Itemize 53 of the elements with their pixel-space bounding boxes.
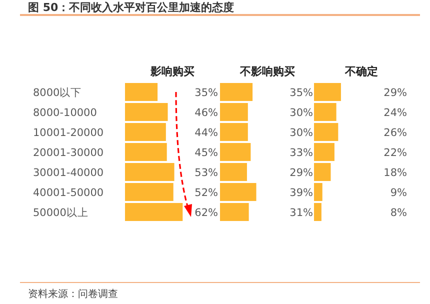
bar [314, 103, 336, 121]
data-label: 30% [290, 107, 314, 119]
data-label: 8% [390, 207, 408, 219]
bar [314, 183, 322, 201]
bar [125, 143, 167, 161]
y-tick-label: 50000以上 [33, 206, 88, 219]
bar [314, 203, 322, 221]
data-label: 24% [384, 107, 408, 119]
bar [220, 103, 248, 121]
data-label: 44% [194, 127, 218, 139]
data-label: 9% [390, 187, 408, 199]
chart-title: 不确定 [344, 64, 379, 80]
y-tick-label: 20001-30000 [33, 147, 104, 159]
data-label: 26% [384, 127, 408, 139]
data-label: 29% [290, 167, 314, 179]
data-label: 31% [290, 207, 314, 219]
y-tick-label: 8000-10000 [33, 107, 97, 119]
data-label: 35% [194, 87, 218, 99]
bar [220, 183, 256, 201]
bar [220, 143, 251, 161]
data-label: 35% [290, 87, 314, 99]
text: 资料来源：问卷调查 [28, 288, 118, 301]
caption: 图 50：不同收入水平对百公里加速的态度 [28, 0, 234, 15]
data-label: 62% [194, 207, 218, 219]
bar [125, 123, 166, 141]
chart-title: 影响购买 [150, 64, 196, 80]
chart-title: 不影响购买 [239, 64, 296, 80]
y-tick-label: 10001-20000 [33, 127, 104, 139]
bar [314, 163, 331, 181]
bar [220, 123, 248, 141]
y-tick-label: 8000以下 [33, 86, 82, 99]
data-label: 46% [194, 107, 218, 119]
bar [125, 183, 174, 201]
bar [314, 123, 338, 141]
bar [220, 83, 253, 101]
bar [125, 83, 158, 101]
data-label: 18% [384, 167, 408, 179]
bar [125, 103, 168, 121]
y-tick-label: 40001-50000 [33, 187, 104, 199]
data-label: 22% [384, 147, 408, 159]
bar [220, 203, 249, 221]
data-label: 53% [194, 167, 218, 179]
data-label: 29% [384, 87, 408, 99]
bar [314, 143, 334, 161]
y-tick-label: 30001-40000 [33, 167, 104, 179]
data-label: 39% [290, 187, 314, 199]
data-label: 30% [290, 127, 314, 139]
data-label: 45% [194, 147, 218, 159]
bar [220, 163, 247, 181]
bar [125, 163, 174, 181]
bar [314, 83, 341, 101]
data-label: 52% [194, 187, 218, 199]
data-label: 33% [290, 147, 314, 159]
